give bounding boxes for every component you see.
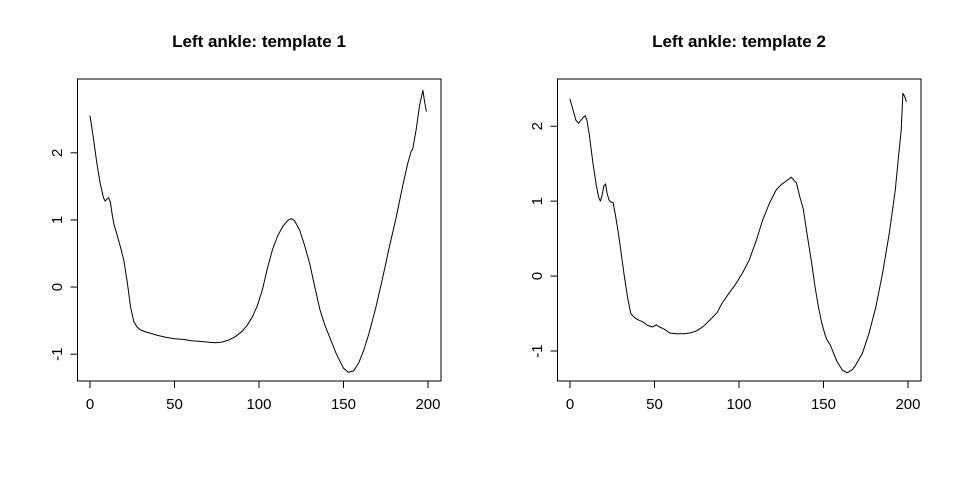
signal-curve-template-2	[569, 92, 907, 374]
y-axis-tick-label: -1	[529, 344, 546, 357]
x-axis-tick-label: 150	[331, 396, 356, 413]
panel-template-2: Left ankle: template 2 0 50 100 150 200 -1 0 1 2	[480, 0, 960, 480]
x-axis-tick-label: 50	[166, 396, 183, 413]
signal-curve-template-1	[89, 89, 427, 373]
x-axis-tick-label: 0	[566, 396, 574, 413]
x-axis-tick-label: 100	[726, 396, 751, 413]
x-axis-tick-label: 150	[811, 396, 836, 413]
plot-box	[77, 78, 442, 382]
y-axis-tick-label: 1	[529, 197, 546, 205]
x-axis-tick-label: 200	[415, 396, 440, 413]
plot-svg-template-1: 0 50 100 150 200 -1 0 1 2	[49, 78, 442, 413]
chart-title-template-1: Left ankle: template 1	[172, 32, 346, 51]
y-axis-tick-label: 1	[49, 216, 66, 224]
x-axis-tick-label: 0	[86, 396, 94, 413]
x-axis-tick-label: 200	[895, 396, 920, 413]
y-axis-tick-label: 0	[49, 283, 66, 291]
y-axis-tick-label: 0	[529, 272, 546, 280]
y-axis-tick-label: -1	[49, 347, 66, 360]
plot-svg-template-2: 0 50 100 150 200 -1 0 1 2	[529, 78, 922, 413]
plot-box	[557, 78, 922, 382]
x-axis-tick-label: 50	[646, 396, 663, 413]
y-axis-tick-label: 2	[529, 122, 546, 130]
x-axis-tick-label: 100	[246, 396, 271, 413]
y-axis-tick-label: 2	[49, 149, 66, 157]
chart-title-template-2: Left ankle: template 2	[652, 32, 826, 51]
panel-template-1: Left ankle: template 1 0 50 100 150 200 -1 0 1 2	[49, 32, 442, 413]
